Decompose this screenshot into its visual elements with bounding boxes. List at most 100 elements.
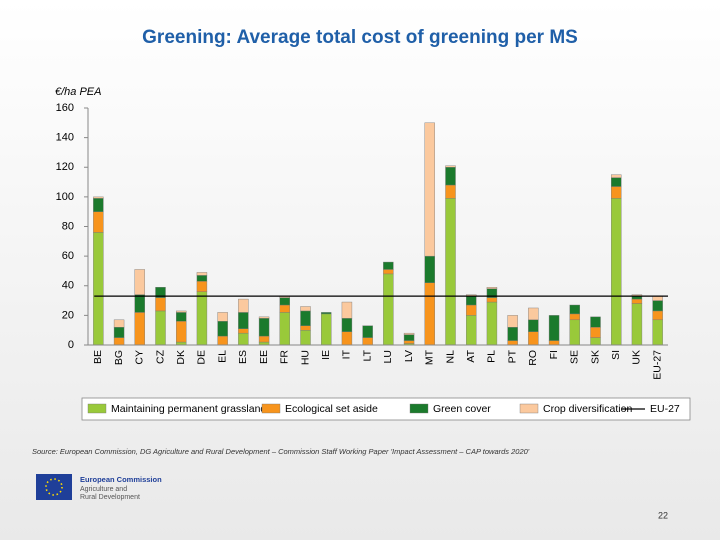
bar-segment bbox=[466, 295, 477, 306]
bar-segment bbox=[176, 312, 187, 322]
x-tick-label: LV bbox=[403, 350, 415, 362]
y-tick-label: 40 bbox=[62, 280, 74, 292]
y-tick-label: 60 bbox=[62, 250, 74, 262]
bar-segment bbox=[155, 297, 166, 312]
bar-segment bbox=[196, 291, 208, 346]
legend-box bbox=[81, 397, 691, 421]
bar-segment bbox=[403, 340, 415, 344]
legend-label: Ecological set aside bbox=[285, 403, 378, 415]
bar-segment bbox=[590, 337, 601, 346]
x-tick-label: ES bbox=[237, 350, 249, 364]
bar-segment bbox=[528, 331, 539, 346]
y-tick-label: 100 bbox=[56, 191, 74, 203]
bar-segment bbox=[362, 337, 373, 346]
x-tick-label: PT bbox=[506, 349, 518, 363]
bar-segment bbox=[238, 332, 249, 346]
y-tick-label: 160 bbox=[56, 102, 74, 114]
bar-segment bbox=[548, 315, 560, 341]
bar-segment bbox=[631, 298, 643, 304]
bar-segment bbox=[383, 273, 394, 346]
bar-segment bbox=[93, 232, 104, 346]
x-tick-label: LU bbox=[382, 350, 394, 363]
bar-segment bbox=[217, 312, 228, 322]
bar-segment bbox=[238, 312, 249, 329]
bar-segment bbox=[217, 335, 228, 346]
bar-segment bbox=[611, 174, 622, 178]
bar-segment bbox=[486, 301, 498, 346]
x-tick-label: DE bbox=[196, 350, 208, 365]
bar-segment bbox=[196, 275, 208, 282]
bar-segment bbox=[424, 282, 435, 346]
bar-segment bbox=[93, 198, 104, 212]
bar-segment bbox=[341, 331, 353, 346]
bar-segment bbox=[590, 327, 601, 338]
bar-segment bbox=[93, 196, 104, 199]
x-tick-label: AT bbox=[465, 349, 477, 362]
legend-swatch bbox=[519, 403, 539, 414]
bar-segment bbox=[652, 295, 663, 301]
bar-segment bbox=[258, 318, 270, 337]
x-tick-label: SK bbox=[589, 350, 601, 364]
legend-swatch bbox=[409, 403, 429, 414]
bar-segment bbox=[424, 255, 435, 283]
x-tick-label: IT bbox=[341, 349, 353, 359]
bar-segment bbox=[258, 316, 270, 319]
x-tick-label: CZ bbox=[154, 349, 166, 364]
footer-department: Rural Development bbox=[80, 494, 140, 501]
x-tick-label: LT bbox=[361, 349, 373, 361]
page-number: 22 bbox=[658, 510, 668, 520]
x-tick-label: HU bbox=[299, 350, 311, 365]
bar-segment bbox=[445, 198, 456, 346]
bar-segment bbox=[445, 167, 456, 186]
x-tick-label: FI bbox=[548, 350, 560, 359]
x-tick-label: FR bbox=[279, 350, 291, 364]
y-tick-label: 80 bbox=[62, 220, 74, 232]
legend-label: Green cover bbox=[433, 403, 491, 415]
x-tick-label: RO bbox=[527, 350, 539, 366]
bar-segment bbox=[176, 321, 187, 343]
y-tick-label: 0 bbox=[68, 339, 74, 351]
y-axis-label: €/ha PEA bbox=[55, 86, 101, 98]
bar-segment bbox=[631, 303, 643, 346]
chart-title: Greening: Average total cost of greening… bbox=[142, 27, 578, 48]
bar-segment bbox=[176, 310, 187, 313]
bar-segment bbox=[383, 261, 394, 270]
bar-segment bbox=[300, 306, 311, 312]
legend-label: EU-27 bbox=[650, 403, 680, 415]
bar-segment bbox=[611, 198, 622, 346]
legend-swatch bbox=[87, 403, 107, 414]
x-tick-label: UK bbox=[631, 350, 643, 365]
bar-segment bbox=[196, 281, 208, 292]
x-tick-label: PL bbox=[486, 350, 498, 363]
bar-segment bbox=[362, 325, 373, 338]
x-tick-label: NL bbox=[444, 350, 456, 364]
bar-segment bbox=[341, 318, 353, 332]
eu-flag bbox=[36, 474, 72, 500]
legend-swatch bbox=[261, 403, 281, 414]
y-tick-label: 120 bbox=[56, 161, 74, 173]
x-tick-label: BG bbox=[113, 350, 125, 365]
bar-segment bbox=[466, 315, 477, 346]
bar-segment bbox=[445, 184, 456, 199]
footer-organisation: European Commission bbox=[80, 475, 162, 484]
bar-segment bbox=[238, 328, 249, 334]
bar-segment bbox=[507, 327, 518, 341]
bar-segment bbox=[279, 304, 290, 313]
eu-stars bbox=[45, 478, 63, 496]
bar-segment bbox=[652, 310, 663, 321]
x-tick-label: EL bbox=[216, 350, 228, 363]
bar-segment bbox=[569, 313, 580, 321]
legend-label: Crop diversification bbox=[543, 403, 632, 415]
bar-segment bbox=[134, 312, 145, 346]
x-tick-label: EU-27 bbox=[651, 350, 663, 380]
x-tick-label: IE bbox=[320, 350, 332, 360]
bar-segment bbox=[258, 335, 270, 343]
x-tick-label: EE bbox=[258, 350, 270, 364]
bar-segment bbox=[507, 340, 518, 346]
bar-segment bbox=[155, 287, 166, 298]
bar-segment bbox=[217, 321, 228, 337]
eu-logo bbox=[36, 474, 72, 500]
